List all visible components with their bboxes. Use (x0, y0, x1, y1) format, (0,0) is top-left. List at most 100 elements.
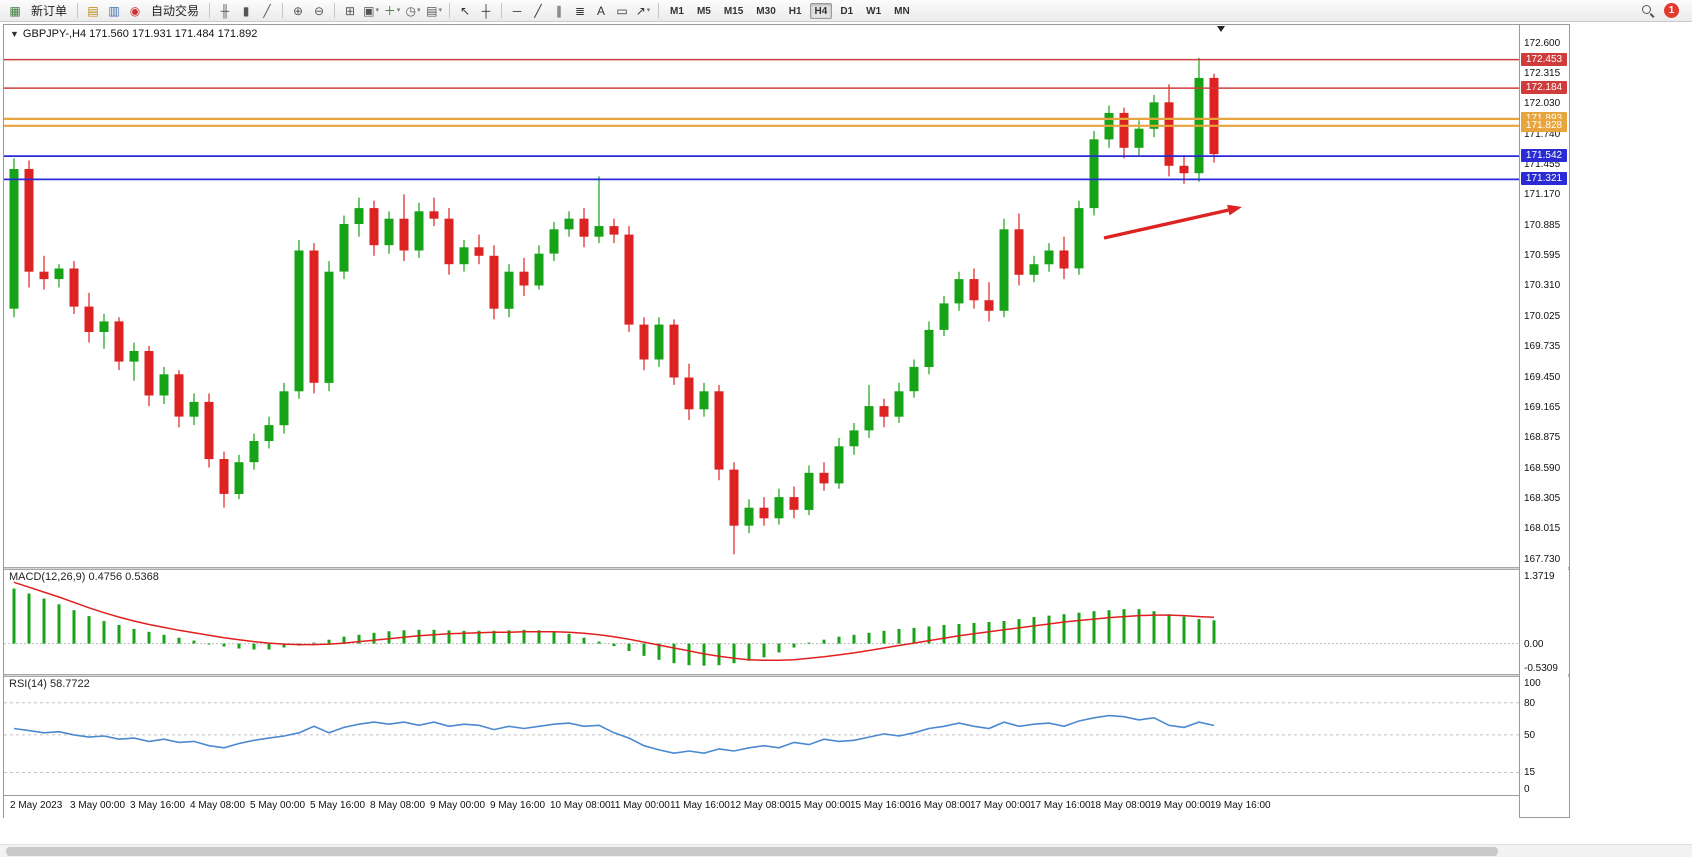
channel-icon[interactable]: ∥ (549, 2, 569, 20)
time-axis-label: 10 May 08:00 (550, 800, 611, 811)
indicators-icon[interactable]: ＋ ▾ (383, 3, 401, 18)
price-line-badge: 171.321 (1521, 172, 1567, 185)
rsi-axis-tick: 50 (1524, 730, 1536, 741)
auto-trading-button[interactable]: 自动交易 (146, 2, 204, 20)
time-axis-label: 19 May 16:00 (1210, 800, 1271, 811)
timeframe-h1-button[interactable]: H1 (784, 3, 807, 19)
time-axis-label: 18 May 08:00 (1090, 800, 1151, 811)
rsi-axis-tick: 100 (1524, 678, 1541, 689)
chart-window: ▼ GBPJPY-,H4 171.560 171.931 171.484 171… (3, 24, 1570, 818)
trendline-icon[interactable]: ╱ (528, 2, 548, 20)
bar-chart-icon[interactable]: ╫ (215, 2, 235, 20)
arrange-windows-icon[interactable]: ▣ ▾ (361, 2, 381, 20)
price-tick: 168.875 (1524, 432, 1561, 443)
macd-indicator-canvas[interactable] (4, 570, 1519, 674)
timeframe-m30-button[interactable]: M30 (751, 3, 780, 19)
data-window-icon[interactable]: ▥ (104, 2, 124, 20)
toolbar-separator (501, 3, 503, 18)
time-axis-label: 11 May 00:00 (610, 800, 670, 811)
time-axis[interactable]: 2 May 2023 3 May 00:00 3 May 16:00 4 May 08… (4, 795, 1519, 818)
time-axis-label: 19 May 00:00 (1150, 800, 1211, 811)
time-axis-label: 8 May 08:00 (370, 800, 426, 811)
timeframe-d1-button[interactable]: D1 (835, 3, 858, 19)
price-tick: 171.455 (1524, 159, 1561, 170)
panel-splitter[interactable] (4, 567, 1569, 570)
toolbar-separator (282, 3, 284, 18)
toolbar-separator (77, 3, 79, 18)
price-line-badge: 172.184 (1521, 81, 1567, 94)
horizontal-scrollbar[interactable] (0, 844, 1692, 857)
new-order-button[interactable]: 新订单 (26, 2, 72, 20)
timeframe-m1-button[interactable]: M1 (665, 3, 689, 19)
rsi-axis-tick: 80 (1524, 698, 1536, 709)
price-axis[interactable]: 172.600 172.315 172.030 171.740 171.455 171.1… (1519, 25, 1568, 817)
notification-badge[interactable]: 1 (1664, 3, 1679, 18)
auto-trading-icon[interactable]: ◉ (125, 2, 145, 20)
rsi-axis-tick: 0 (1524, 784, 1530, 795)
price-tick: 171.740 (1524, 129, 1561, 140)
time-axis-label: 17 May 00:00 (970, 800, 1031, 811)
toolbar-separator (449, 3, 451, 18)
price-tick: 172.030 (1524, 98, 1561, 109)
scrollbar-thumb[interactable] (6, 847, 1498, 856)
horizontal-line-icon[interactable]: ─ (507, 2, 527, 20)
time-axis-label: 15 May 16:00 (850, 800, 911, 811)
price-tick: 169.165 (1524, 402, 1561, 413)
price-tick: 169.450 (1524, 372, 1561, 383)
toolbar-separator (209, 3, 211, 18)
periods-icon[interactable]: ◷ ▾ (403, 2, 423, 20)
market-watch-icon[interactable]: ▤ (83, 2, 103, 20)
price-tick: 168.305 (1524, 493, 1561, 504)
tile-windows-icon[interactable]: ⊞ (340, 2, 360, 20)
line-chart-icon[interactable]: ╱ (257, 2, 277, 20)
time-axis-label: 3 May 00:00 (70, 800, 126, 811)
chart-title: GBPJPY-,H4 171.560 171.931 171.484 171.8… (22, 28, 258, 40)
time-axis-label: 2 May 2023 (10, 800, 63, 811)
label-tool-icon[interactable]: ▭ (612, 2, 632, 20)
fibonacci-icon[interactable]: ≣ (570, 2, 590, 20)
price-tick: 170.885 (1524, 220, 1561, 231)
macd-axis-tick: -0.5309 (1524, 663, 1558, 674)
time-axis-label: 16 May 08:00 (910, 800, 971, 811)
timeframe-w1-button[interactable]: W1 (861, 3, 886, 19)
toolbar: ▦ 新订单 ▤ ▥ ◉ 自动交易 ╫ ▮ ╱ ⊕ ⊖ ⊞ ▣ ▾ ＋ ▾ ◷ ▾ ▤ ▾ ↖ ┼ ─ ╱ ∥ ≣ A ▭ ↗ ▾ M1 M5 M… (0, 0, 1692, 22)
zoom-in-icon[interactable]: ⊕ (288, 2, 308, 20)
timeframe-m15-button[interactable]: M15 (719, 3, 748, 19)
price-tick: 171.170 (1524, 189, 1561, 200)
price-tick: 168.015 (1524, 523, 1561, 534)
rsi-indicator-canvas[interactable] (4, 677, 1519, 795)
chart-title-row: ▼ GBPJPY-,H4 171.560 171.931 171.484 171… (10, 28, 257, 40)
zoom-out-icon[interactable]: ⊖ (309, 2, 329, 20)
crosshair-icon[interactable]: ┼ (476, 2, 496, 20)
chart-shift-marker[interactable] (1217, 26, 1225, 32)
price-tick: 172.315 (1524, 68, 1561, 79)
macd-axis-tick: 1.3719 (1524, 571, 1555, 582)
new-chart-icon[interactable]: ▦ (5, 2, 25, 20)
price-line-badge: 172.453 (1521, 53, 1567, 66)
time-axis-label: 12 May 08:00 (730, 800, 791, 811)
timeframe-h4-button[interactable]: H4 (809, 2, 833, 19)
search-icon[interactable] (1639, 2, 1657, 20)
time-axis-label: 5 May 16:00 (310, 800, 366, 811)
time-axis-label: 15 May 00:00 (790, 800, 851, 811)
price-tick: 168.590 (1524, 463, 1561, 474)
chevron-down-icon[interactable]: ▼ (10, 28, 19, 39)
time-axis-label: 4 May 08:00 (190, 800, 246, 811)
timeframe-m5-button[interactable]: M5 (692, 3, 716, 19)
main-chart-canvas[interactable] (4, 25, 1519, 567)
text-tool-icon[interactable]: A (591, 2, 611, 20)
time-axis-label: 5 May 00:00 (250, 800, 306, 811)
arrows-tool-icon[interactable]: ↗ ▾ (633, 2, 653, 20)
toolbar-separator (334, 3, 336, 18)
time-axis-label: 3 May 16:00 (130, 800, 186, 811)
templates-icon[interactable]: ▤ ▾ (424, 2, 444, 20)
price-tick: 172.600 (1524, 38, 1561, 49)
panel-splitter[interactable] (4, 674, 1569, 677)
price-tick: 170.025 (1524, 311, 1561, 322)
cursor-icon[interactable]: ↖ (455, 2, 475, 20)
candlestick-chart-icon[interactable]: ▮ (236, 2, 256, 20)
price-tick: 169.735 (1524, 341, 1561, 352)
toolbar-separator (658, 3, 660, 18)
time-axis-label: 17 May 16:00 (1030, 800, 1091, 811)
timeframe-mn-button[interactable]: MN (889, 3, 915, 19)
